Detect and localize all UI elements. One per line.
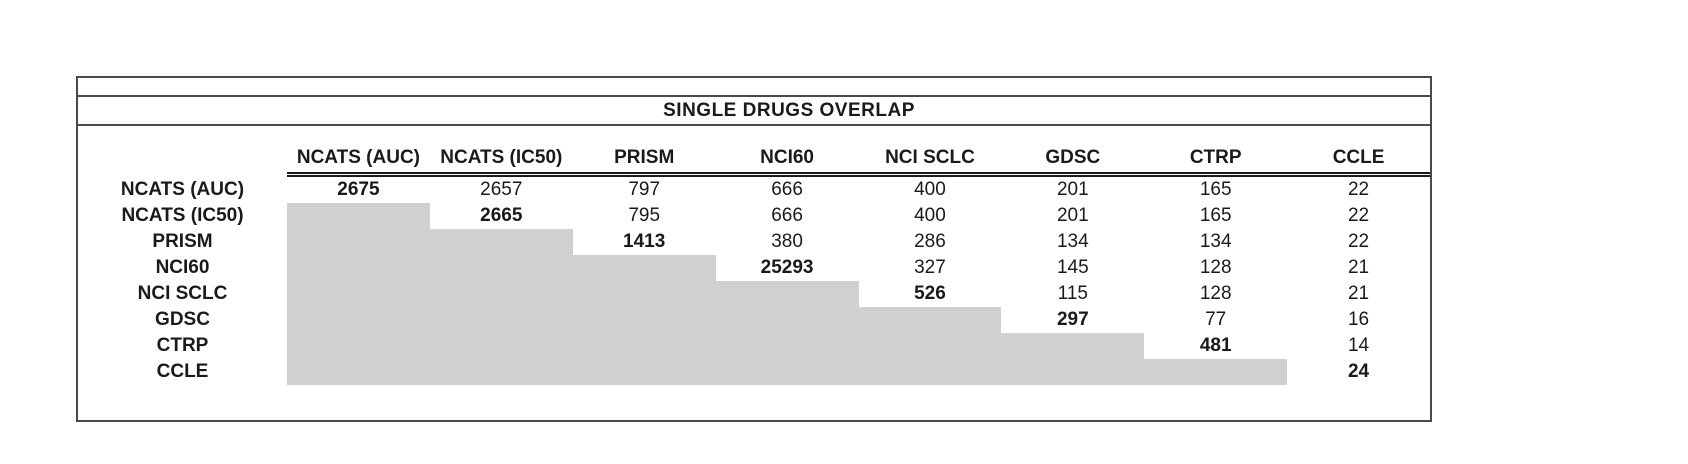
shaded-cell: [287, 333, 430, 359]
shaded-cell: [572, 307, 716, 333]
shaded-cell: [1001, 333, 1145, 359]
matrix-cell: 165: [1199, 179, 1232, 200]
matrix-cell: 327: [914, 257, 946, 278]
column-header: CTRP: [1144, 143, 1288, 177]
table-title: SINGLE DRUGS OVERLAP: [663, 99, 915, 121]
row-header: CCLE: [156, 361, 209, 382]
matrix-cell: 201: [1056, 179, 1089, 200]
column-header: NCI SCLC: [858, 143, 1002, 177]
shaded-cell: [429, 255, 573, 281]
matrix-cell: 24: [1347, 361, 1370, 382]
matrix-cell: 400: [914, 179, 946, 200]
shaded-cell: [287, 307, 430, 333]
column-header: NCATS (IC50): [429, 143, 573, 177]
shaded-cell: [715, 307, 859, 333]
matrix-cell: 21: [1347, 283, 1370, 304]
matrix-cell: 666: [771, 205, 803, 226]
matrix-cell: 380: [771, 231, 803, 252]
matrix-cell: 77: [1205, 309, 1227, 330]
matrix-cell: 2657: [480, 179, 523, 200]
column-header: PRISM: [572, 143, 716, 177]
matrix-cell: 286: [914, 231, 946, 252]
matrix-cell: 201: [1056, 205, 1089, 226]
column-header: GDSC: [1001, 143, 1145, 177]
matrix-cell: 21: [1347, 257, 1370, 278]
shaded-cell: [429, 359, 573, 385]
shaded-cell: [858, 333, 1002, 359]
shaded-cell: [429, 333, 573, 359]
shaded-cell: [1144, 359, 1288, 385]
shaded-cell: [715, 359, 859, 385]
top-empty-band: [78, 78, 1430, 97]
shaded-cell: [572, 333, 716, 359]
matrix-cell: 128: [1199, 257, 1232, 278]
matrix-cell: 795: [628, 205, 661, 226]
matrix-cell: 22: [1347, 205, 1370, 226]
shaded-cell: [858, 307, 1002, 333]
shaded-cell: [572, 359, 716, 385]
row-header: NCATS (AUC): [120, 179, 245, 200]
matrix-cell: 481: [1199, 335, 1232, 356]
overlap-table-box: SINGLE DRUGS OVERLAP NCATS (AUC) NCATS (I…: [76, 76, 1432, 422]
matrix-cell: 666: [771, 179, 803, 200]
column-header: NCATS (AUC): [287, 143, 430, 177]
row-header: CTRP: [156, 335, 209, 356]
matrix-cell: 297: [1056, 309, 1089, 330]
shaded-cell: [287, 359, 430, 385]
shaded-cell: [1001, 359, 1145, 385]
shaded-cell: [287, 255, 430, 281]
matrix-cell: 14: [1347, 335, 1370, 356]
matrix-cell: 134: [1199, 231, 1232, 252]
row-header: PRISM: [152, 231, 213, 252]
matrix-cell: 145: [1056, 257, 1089, 278]
shaded-cell: [572, 255, 716, 281]
row-header: NCATS (IC50): [121, 205, 244, 226]
matrix-cell: 128: [1199, 283, 1232, 304]
matrix-cell: 2665: [480, 205, 523, 226]
shaded-cell: [287, 229, 430, 255]
matrix-cell: 797: [628, 179, 661, 200]
shaded-cell: [429, 229, 573, 255]
matrix-cell: 2675: [337, 179, 380, 200]
matrix-cell: 25293: [760, 257, 814, 278]
matrix-cell: 165: [1199, 205, 1232, 226]
matrix-cell: 400: [914, 205, 946, 226]
shaded-cell: [715, 281, 859, 307]
table-title-band: SINGLE DRUGS OVERLAP: [78, 97, 1430, 126]
shaded-cell: [715, 333, 859, 359]
matrix-cell: 1413: [623, 231, 666, 252]
matrix-cell: 22: [1347, 231, 1370, 252]
corner-cell: [78, 143, 287, 177]
matrix-cell: 16: [1347, 309, 1370, 330]
overlap-grid: NCATS (AUC) NCATS (IC50) PRISM NCI60 NCI SCL…: [78, 143, 1430, 385]
shaded-cell: [429, 281, 573, 307]
matrix-cell: 134: [1056, 231, 1089, 252]
row-header: NCI SCLC: [137, 283, 228, 304]
matrix-cell: 526: [914, 283, 946, 304]
column-header: CCLE: [1287, 143, 1430, 177]
matrix-cell: 115: [1057, 283, 1088, 304]
shaded-cell: [429, 307, 573, 333]
shaded-cell: [287, 281, 430, 307]
row-header: NCI60: [155, 257, 210, 278]
shaded-cell: [287, 203, 430, 229]
column-header: NCI60: [715, 143, 859, 177]
row-header: GDSC: [155, 309, 210, 330]
shaded-cell: [858, 359, 1002, 385]
matrix-cell: 22: [1347, 179, 1370, 200]
shaded-cell: [572, 281, 716, 307]
